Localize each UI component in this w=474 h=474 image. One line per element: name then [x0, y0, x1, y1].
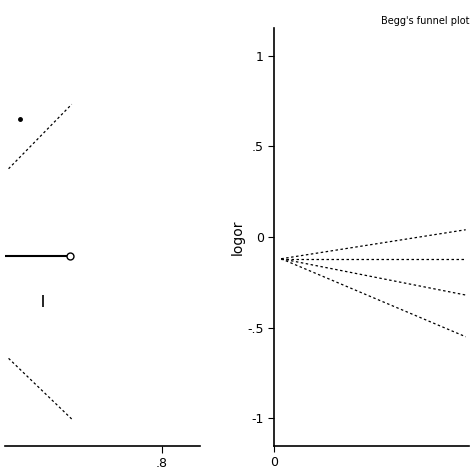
Text: Begg's funnel plot: Begg's funnel plot	[381, 16, 469, 26]
Y-axis label: logor: logor	[230, 219, 245, 255]
